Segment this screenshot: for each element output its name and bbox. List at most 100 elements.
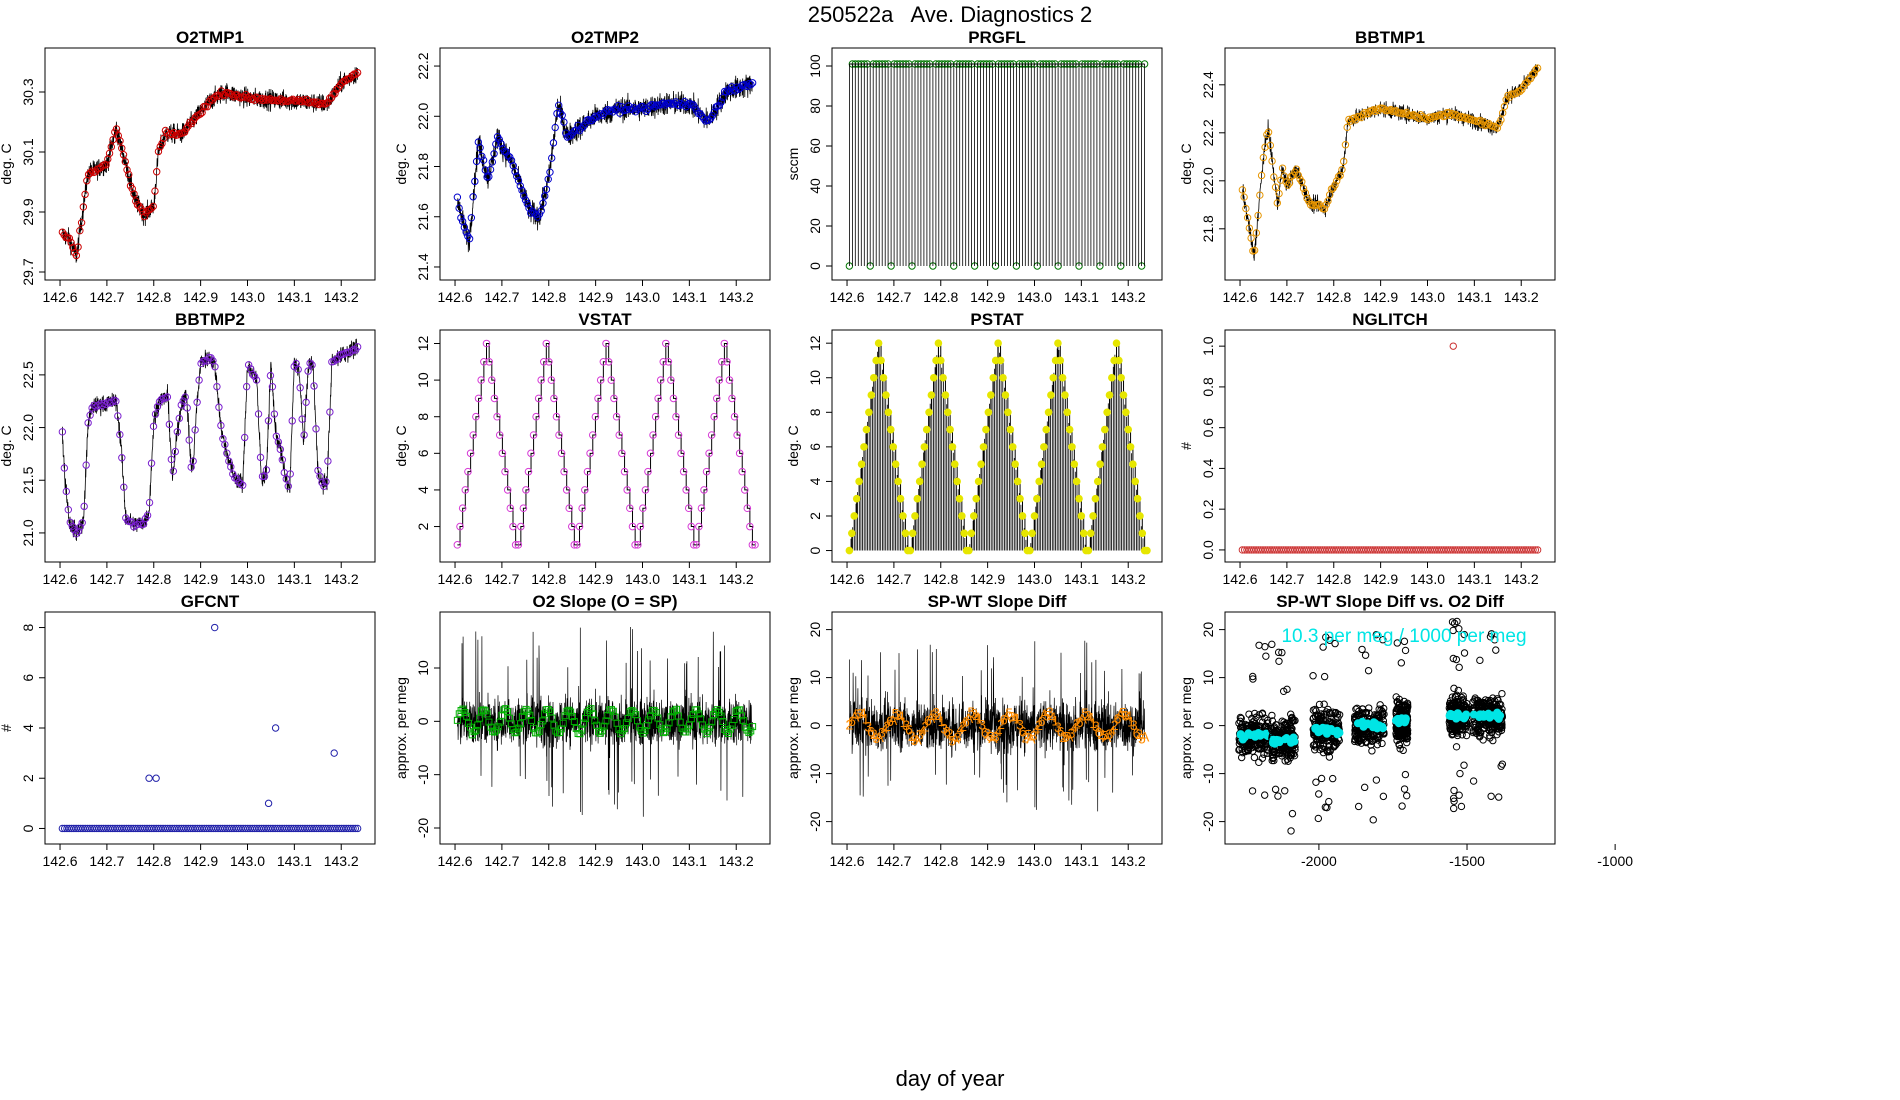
data-point [1072,477,1081,486]
y-tick-label: 22.0 [1200,167,1216,194]
data-point [331,90,339,98]
data-point [310,382,318,390]
data-point [693,706,701,714]
y-tick-label: 6 [20,674,36,682]
data-point-label: 6 [848,713,856,729]
data-point [548,714,556,722]
data-point [630,708,638,716]
data-point [705,116,713,124]
data-point [1284,181,1292,189]
data-point [526,711,534,719]
y-tick-label: 20 [807,622,823,638]
y-tick-label: 22.2 [415,52,431,79]
data-point [503,486,512,494]
data-point [1512,89,1521,97]
data-point [1483,120,1491,129]
data-point [1378,710,1387,718]
data-point [879,373,888,382]
data-point [105,149,114,158]
data-point [82,461,90,469]
data-point [1452,655,1461,664]
data-point [711,708,719,716]
data-point [710,412,719,421]
data-point [514,541,523,549]
data-point [1089,512,1097,520]
y-tick-label: 29.9 [20,198,36,225]
data-point-label: 1 [1089,715,1097,731]
data-point-label: 2 [1022,730,1030,746]
data-point [244,361,253,369]
data-point [1252,229,1261,237]
y-tick-label: 0.2 [1200,499,1216,519]
data-point-highlight [1496,711,1505,720]
data-point [659,99,668,107]
data-point [257,94,266,103]
data-point [922,425,931,434]
data-point [1486,734,1494,742]
data-point [589,710,597,718]
panel-o2slope: O2 Slope (O = SP) approx. per meg 142.6 142… [393,592,771,869]
data-point [195,376,203,384]
y-tick-label: 22.0 [415,102,431,129]
data-point [1047,391,1055,399]
data-point [1001,391,1010,399]
data-point-label: 6 [1019,723,1027,739]
data-point-label: 6 [1076,714,1084,730]
data-point [1401,646,1410,655]
data-point [623,105,631,114]
plot-area [58,623,362,833]
data-point-label: A [1002,709,1012,725]
data-point [1274,792,1282,800]
x-tick-label: 142.7 [876,571,911,587]
x-tick-label: 143.2 [1111,571,1146,587]
data-point [889,443,898,451]
data-point [1462,699,1471,708]
data-point [474,721,482,729]
data-point [254,410,263,418]
data-point [81,190,89,199]
data-point [664,357,673,366]
data-point [151,187,159,195]
data-point [936,356,945,365]
data-point [581,486,589,494]
data-point [1404,703,1412,711]
y-tick-label: 4 [415,486,431,494]
data-point [243,94,252,102]
data-point [637,727,645,735]
data-point [882,391,890,399]
data-point [1258,710,1267,718]
data-point [1278,648,1286,657]
panel-pstat: PSTAT deg. C 142.6 142.7 142.8 142.9 143.0 143.… [785,310,1163,587]
data-point [1079,529,1088,538]
x-tick-label: 142.6 [438,853,473,869]
data-point [604,357,613,366]
data-point [229,92,238,101]
data-point [460,223,469,232]
data-point [1252,713,1260,721]
data-point [453,716,461,724]
data-point [520,192,528,200]
data-point-label: 5 [1024,727,1032,743]
x-tick-label: 142.7 [876,853,911,869]
data-point [561,712,569,720]
panel-prgfl: PRGFL sccm 142.6 142.7 142.8 142.9 143.0 143.1 1… [785,28,1163,305]
data-point [987,391,995,399]
data-point [466,449,475,458]
data-point [687,522,696,531]
x-tick-label: 142.8 [1316,571,1351,587]
data-point-label: 6 [905,722,913,738]
data-point [1021,529,1029,538]
data-point [1361,651,1370,659]
data-point [1380,105,1388,113]
data-point-label: 4 [1032,722,1040,738]
data-point [556,729,564,737]
data-point [1098,443,1107,451]
y-axis-label: approx. per meg [1178,677,1194,779]
data-point [1247,741,1256,749]
data-point [677,449,685,458]
x-tick-label: 142.8 [531,571,566,587]
data-point [1294,171,1302,179]
data-point [1325,709,1333,717]
data-point [1238,723,1247,731]
data-point [456,522,464,531]
